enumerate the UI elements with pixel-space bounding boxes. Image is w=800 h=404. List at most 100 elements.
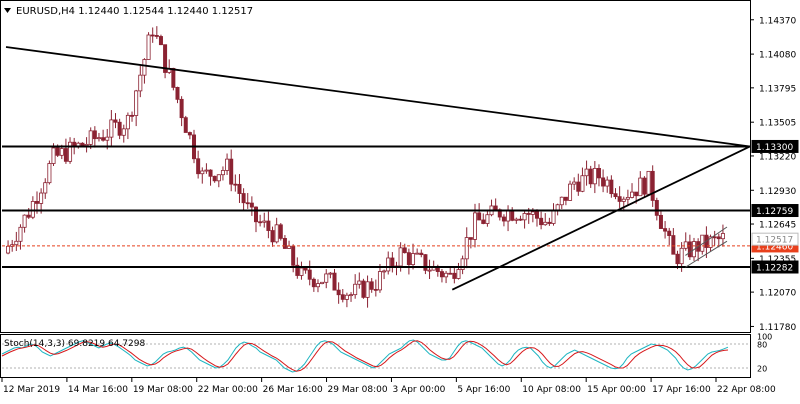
candle-body xyxy=(183,117,188,133)
price-tick-label: 1.12355 xyxy=(759,255,796,265)
candle-body xyxy=(530,211,535,215)
candle-body xyxy=(423,254,428,271)
candle-body xyxy=(315,283,320,288)
symbol-header: EURUSD,H4 1.12440 1.12544 1.12440 1.1251… xyxy=(16,6,253,17)
candle-body xyxy=(720,233,725,240)
candle-body xyxy=(353,283,358,296)
stoch-tick-label: 100 xyxy=(757,333,772,342)
stoch-k-line xyxy=(1,339,729,373)
stoch-tick-label: 20 xyxy=(757,365,767,374)
candle-body xyxy=(518,218,523,221)
candle-body xyxy=(30,201,35,218)
candle-body xyxy=(39,192,44,204)
candle-body xyxy=(419,252,424,256)
candle-body xyxy=(514,218,519,221)
candle-body xyxy=(55,147,60,156)
candle-body xyxy=(493,205,498,211)
candle-body xyxy=(679,247,684,265)
candle-body xyxy=(146,34,151,60)
candle-body xyxy=(68,141,73,162)
candle-body xyxy=(398,247,403,267)
candle-body xyxy=(84,143,89,146)
candle-body xyxy=(617,196,622,202)
candle-body xyxy=(278,224,283,239)
candle-body xyxy=(282,238,287,249)
candle-body xyxy=(212,175,217,182)
price-axis: 1.14370 1.14080 1.13795 1.13505 1.13220 1.129… xyxy=(750,16,799,333)
candle-body xyxy=(241,193,246,204)
price-tick-label: 1.13795 xyxy=(759,84,796,94)
candle-body xyxy=(332,272,337,291)
price-tick-label: 1.14370 xyxy=(759,16,796,26)
candle-body xyxy=(373,288,378,291)
candle-body xyxy=(187,132,192,136)
time-tick-label: 26 Mar 16:00 xyxy=(263,385,323,395)
time-tick-label: 10 Apr 08:00 xyxy=(522,385,581,395)
candle-body xyxy=(80,142,85,146)
candle-body xyxy=(216,174,221,182)
price-level-tag xyxy=(751,204,799,218)
candle-body xyxy=(481,219,486,224)
candle-body xyxy=(596,167,601,179)
candle-body xyxy=(456,269,461,279)
price-tick-label: 1.12930 xyxy=(759,187,796,197)
candle-body xyxy=(299,267,304,276)
candle-body xyxy=(406,252,411,266)
candle-body xyxy=(63,148,68,162)
candle-body xyxy=(675,253,680,265)
price-tick-label: 1.12070 xyxy=(759,289,796,299)
candle-body xyxy=(43,182,48,194)
candle-body xyxy=(568,183,573,201)
candle-body xyxy=(340,294,345,300)
candle-body xyxy=(229,158,234,185)
candle-body xyxy=(109,119,114,138)
candle-body xyxy=(101,137,106,141)
candle-body xyxy=(320,281,325,285)
candle-body xyxy=(468,237,473,240)
candle-body xyxy=(386,257,391,272)
candle-body xyxy=(559,196,564,206)
candles-layer xyxy=(6,26,725,308)
candle-body xyxy=(142,59,147,76)
candle-body xyxy=(96,137,101,140)
candle-body xyxy=(150,34,155,37)
candle-body xyxy=(609,179,614,195)
candle-body xyxy=(411,253,416,266)
candle-body xyxy=(613,193,618,198)
candle-body xyxy=(204,169,209,172)
candle-body xyxy=(382,270,387,273)
price-level-tag xyxy=(751,260,799,274)
candle-body xyxy=(171,67,176,88)
candle-body xyxy=(501,216,506,222)
drawings-layer xyxy=(2,46,751,291)
candle-body xyxy=(47,163,52,184)
time-tick-label: 12 Mar 2019 xyxy=(3,385,60,395)
candle-body xyxy=(51,147,56,164)
candle-body xyxy=(200,170,205,175)
price-level-tag xyxy=(751,139,799,153)
candle-body xyxy=(179,98,184,119)
candle-body xyxy=(163,44,168,73)
collapse-triangle-icon[interactable] xyxy=(4,8,11,13)
candle-body xyxy=(452,272,457,279)
price-tick-label: 1.12645 xyxy=(759,221,796,231)
candle-body xyxy=(592,167,597,185)
candle-body xyxy=(154,35,159,37)
candle-body xyxy=(270,230,275,243)
candle-body xyxy=(311,278,316,288)
candle-body xyxy=(26,214,31,218)
price-level-label: 1.13300 xyxy=(756,143,793,153)
candle-body xyxy=(580,175,585,192)
candle-body xyxy=(295,264,300,276)
time-tick-label: 15 Apr 00:00 xyxy=(587,385,646,395)
time-tick-label: 17 Apr 16:00 xyxy=(652,385,711,395)
candle-body xyxy=(303,267,308,271)
price-tick-label: 1.13505 xyxy=(759,119,796,129)
candle-body xyxy=(22,214,27,228)
candle-body xyxy=(266,220,271,231)
candle-body xyxy=(642,177,647,195)
candle-body xyxy=(671,235,676,255)
